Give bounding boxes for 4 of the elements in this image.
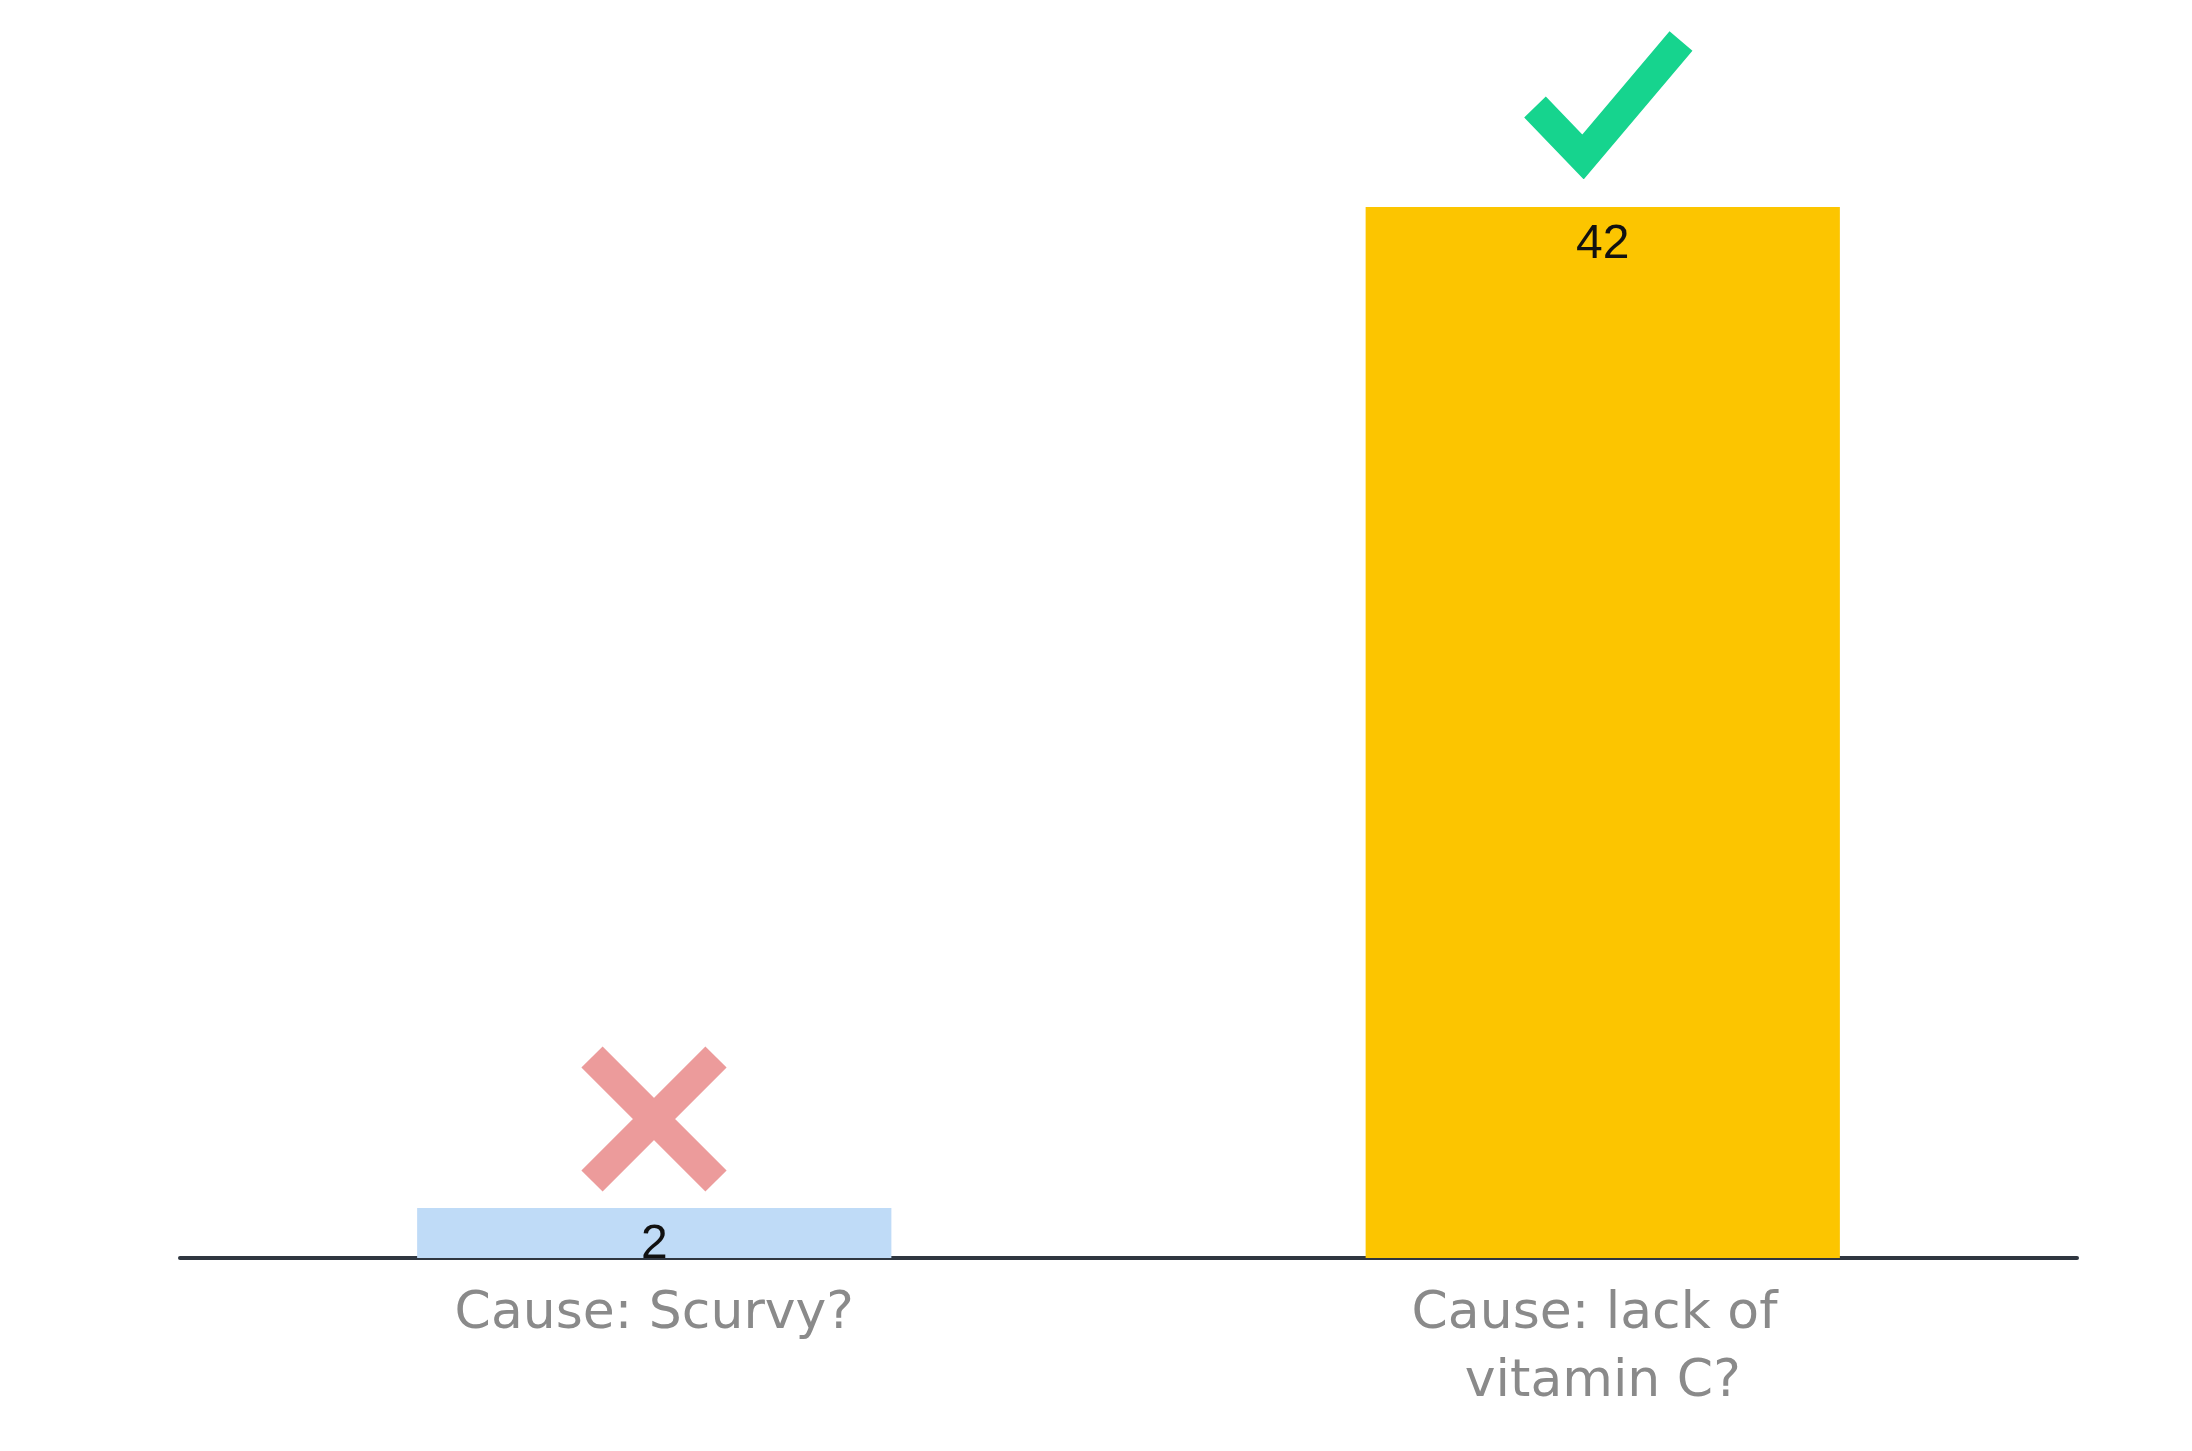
data-label: 42 — [1576, 214, 1630, 268]
data-label: 2 — [640, 1215, 668, 1269]
x-tick-label: Cause: Scurvy? — [454, 1280, 854, 1340]
x-tick-label: Cause: lack of vitamin C? — [1411, 1280, 1794, 1408]
